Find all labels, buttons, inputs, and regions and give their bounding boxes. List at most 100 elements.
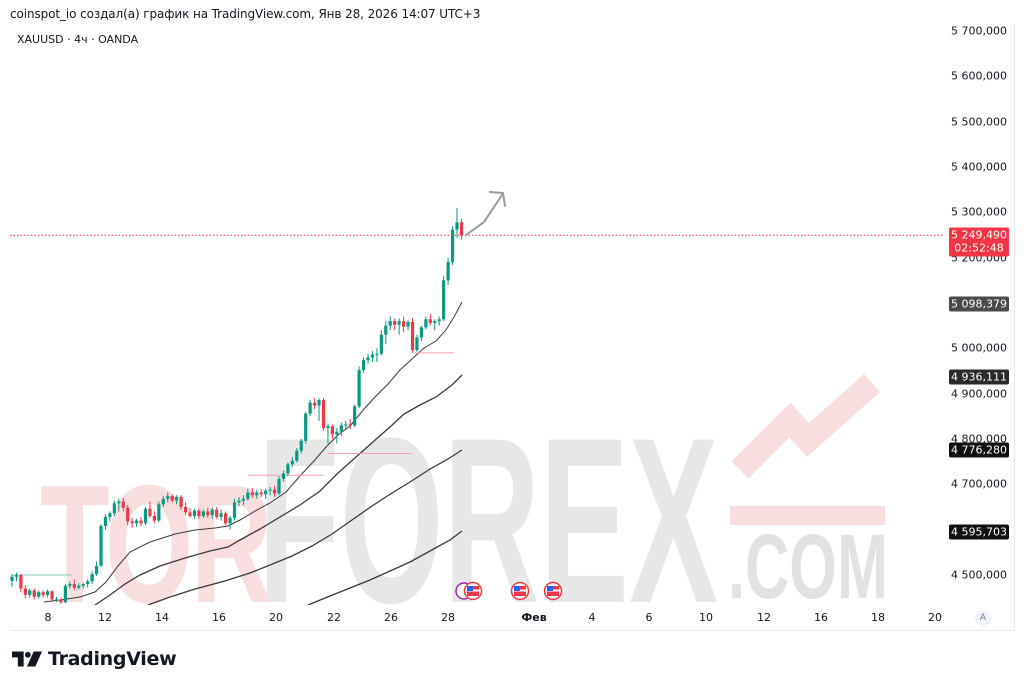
candle[interactable] — [286, 462, 290, 477]
candle[interactable] — [250, 487, 254, 498]
candle[interactable] — [442, 275, 446, 322]
candle[interactable] — [366, 353, 370, 364]
candle[interactable] — [317, 398, 321, 421]
candle[interactable] — [281, 470, 286, 482]
candlestick-chart[interactable]: TOR FOREX .COM — [10, 25, 944, 605]
moving-average-line[interactable] — [43, 301, 463, 603]
candle[interactable] — [299, 438, 303, 454]
candle[interactable] — [379, 330, 383, 356]
candle[interactable] — [99, 524, 103, 567]
candle[interactable] — [54, 596, 59, 603]
projection-arrow[interactable] — [465, 191, 506, 236]
auto-scale-button[interactable]: A — [975, 610, 991, 626]
candle[interactable] — [90, 571, 94, 585]
candle[interactable] — [344, 420, 348, 430]
candle[interactable] — [130, 517, 134, 528]
candle[interactable] — [192, 508, 197, 519]
candle[interactable] — [77, 583, 81, 590]
symbol-legend[interactable]: XAUUSD · 4ч · OANDA — [17, 33, 139, 46]
candle[interactable] — [112, 500, 116, 517]
candle[interactable] — [259, 488, 263, 497]
candle[interactable] — [10, 574, 14, 587]
candle[interactable] — [224, 511, 228, 526]
tradingview-logo[interactable]: TradingView — [12, 648, 177, 670]
candle[interactable] — [188, 507, 192, 518]
candle[interactable] — [72, 579, 76, 591]
candle[interactable] — [206, 507, 210, 518]
candle[interactable] — [308, 399, 312, 417]
moving-average-line[interactable] — [307, 530, 463, 605]
candle[interactable] — [161, 496, 165, 507]
candle[interactable] — [232, 498, 237, 521]
candle[interactable] — [361, 357, 366, 373]
candle[interactable] — [415, 334, 419, 352]
candle[interactable] — [117, 498, 121, 512]
candle[interactable] — [255, 489, 259, 499]
candle[interactable] — [148, 501, 152, 518]
candle[interactable] — [37, 590, 41, 599]
candle[interactable] — [197, 508, 201, 519]
candle[interactable] — [370, 351, 375, 362]
candle[interactable] — [339, 422, 343, 437]
candle[interactable] — [406, 320, 410, 331]
candle[interactable] — [50, 590, 54, 603]
candle[interactable] — [397, 318, 401, 335]
chart-pane[interactable]: TOR FOREX .COM — [10, 25, 944, 605]
candle[interactable] — [108, 511, 112, 522]
candle[interactable] — [402, 316, 406, 332]
candle[interactable] — [357, 366, 361, 409]
candle[interactable] — [321, 398, 326, 431]
candle[interactable] — [46, 589, 50, 598]
candle[interactable] — [437, 316, 441, 326]
candle[interactable] — [23, 584, 27, 599]
candle[interactable] — [330, 424, 334, 439]
candle[interactable] — [424, 316, 428, 330]
candle[interactable] — [375, 348, 379, 362]
candle[interactable] — [268, 487, 272, 496]
candle[interactable] — [126, 505, 130, 526]
candle[interactable] — [94, 561, 99, 576]
us-flag-icon[interactable] — [543, 581, 563, 601]
candle[interactable] — [228, 516, 232, 530]
time-axis[interactable]: 8 12 14 16 20 22 26 28 Фев 4 6 10 12 16 18 20 — [10, 605, 944, 630]
candle[interactable] — [348, 419, 352, 429]
candle[interactable] — [28, 588, 32, 598]
candle[interactable] — [459, 218, 464, 240]
candle[interactable] — [59, 597, 63, 604]
candle[interactable] — [455, 207, 459, 238]
candle[interactable] — [157, 501, 161, 523]
candle[interactable] — [388, 316, 392, 331]
candle[interactable] — [19, 574, 23, 593]
candle[interactable] — [290, 457, 294, 468]
candle[interactable] — [152, 511, 156, 524]
candle[interactable] — [81, 583, 85, 589]
candle[interactable] — [32, 588, 36, 600]
candle[interactable] — [393, 318, 397, 331]
moving-average-line[interactable] — [94, 374, 463, 605]
candle[interactable] — [446, 257, 450, 285]
candle[interactable] — [272, 486, 277, 497]
candle[interactable] — [215, 506, 219, 519]
candle[interactable] — [179, 495, 183, 510]
candle[interactable] — [313, 398, 317, 410]
candle[interactable] — [170, 494, 174, 503]
candle[interactable] — [103, 514, 108, 530]
candle[interactable] — [14, 572, 19, 582]
candle[interactable] — [143, 506, 148, 526]
candle[interactable] — [241, 495, 245, 506]
candle[interactable] — [428, 313, 432, 326]
candle[interactable] — [335, 428, 339, 444]
candle[interactable] — [419, 325, 423, 342]
candle[interactable] — [63, 584, 67, 604]
candle[interactable] — [450, 225, 455, 265]
candle[interactable] — [86, 579, 90, 588]
candle[interactable] — [139, 516, 143, 527]
us-flag-icon[interactable] — [463, 581, 483, 601]
candle[interactable] — [326, 423, 330, 444]
candle[interactable] — [295, 448, 299, 463]
candle[interactable] — [246, 488, 250, 501]
candle[interactable] — [183, 502, 188, 516]
candle[interactable] — [121, 497, 125, 512]
candle[interactable] — [135, 518, 139, 527]
candle[interactable] — [41, 590, 45, 598]
